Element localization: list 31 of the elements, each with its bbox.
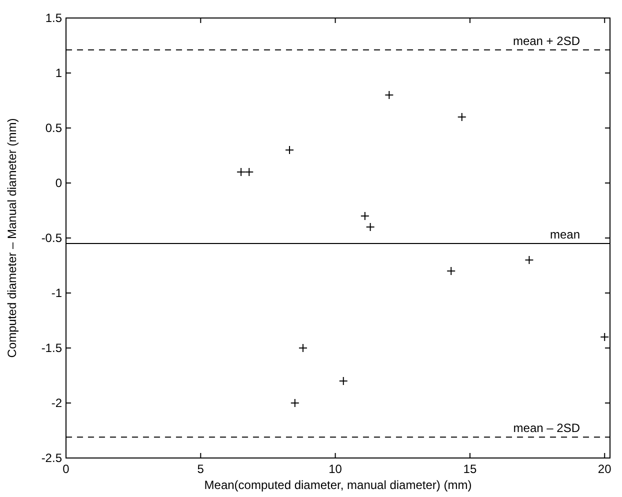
point — [236, 168, 246, 176]
ref-line-label: mean – 2SD — [513, 421, 580, 436]
y-tick-label: 0.5 — [45, 121, 62, 135]
y-tick-label: 1.5 — [45, 11, 62, 25]
point — [457, 112, 466, 122]
y-tick-label: 1 — [55, 66, 62, 80]
x-tick-label: 15 — [463, 462, 477, 476]
ref-line-label: mean + 2SD — [512, 34, 580, 48]
ref-line-label: mean — [550, 228, 580, 242]
y-tick-label: -1.5 — [41, 341, 62, 355]
x-tick-label: 20 — [598, 462, 612, 476]
x-tick-label: 5 — [197, 462, 204, 476]
point — [244, 168, 254, 176]
point — [366, 222, 375, 232]
x-tick-label: 10 — [328, 462, 342, 476]
point — [446, 266, 456, 276]
y-tick-label: -2.5 — [41, 451, 62, 465]
point — [298, 344, 308, 352]
y-tick-label: -1 — [51, 286, 62, 300]
point — [360, 212, 370, 220]
point — [524, 256, 534, 264]
y-tick-label: -2 — [51, 396, 62, 410]
point — [338, 376, 348, 386]
point — [600, 332, 610, 342]
point — [285, 146, 294, 154]
point — [290, 398, 300, 408]
x-axis-title: Mean(computed diameter, manual diameter) (mm) — [204, 478, 472, 492]
y-axis-title: Computed diameter – Manual diameter (mm) — [5, 118, 19, 358]
y-tick-label: -0.5 — [41, 231, 62, 245]
point — [384, 90, 394, 100]
y-tick-label: 0 — [55, 176, 62, 190]
